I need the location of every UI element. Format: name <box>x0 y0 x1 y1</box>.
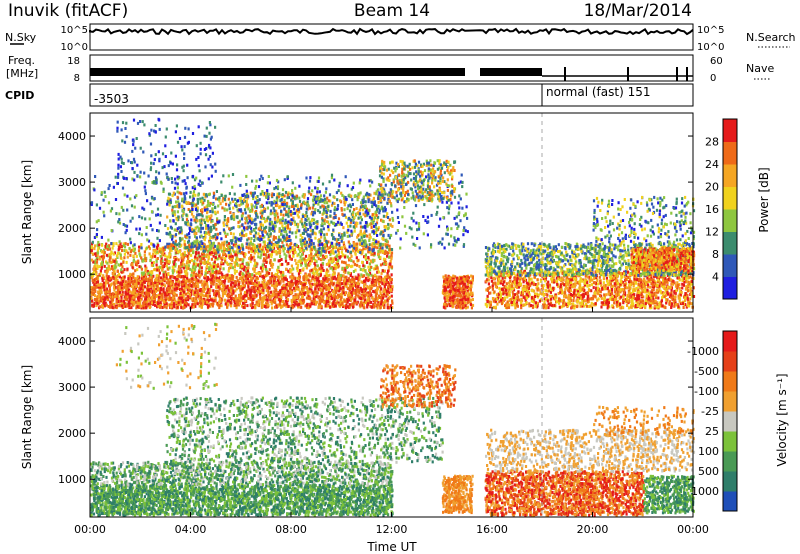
power-colorbar-label: Power [dB] <box>757 167 771 232</box>
colorbar-swatch <box>723 431 737 452</box>
colorbar-swatch <box>723 391 737 412</box>
x-tick-label: 08:00 <box>275 523 307 536</box>
nsky-tick-bottom: 10^0 <box>61 42 88 53</box>
colorbar-tick-label: 20 <box>705 181 719 194</box>
colorbar-swatch <box>723 351 737 372</box>
y-tick-label: 1000 <box>58 473 86 486</box>
colorbar-tick-label: -25 <box>701 405 719 418</box>
velocity-y-axis: 1000 2000 3000 4000 <box>58 335 693 486</box>
velocity-colorbar: 1000 500 100 25 -25 -100 -500 -1000 <box>687 330 738 512</box>
velocity-ylabel: Slant Range [km] <box>20 365 34 469</box>
colorbar-tick-label: 100 <box>698 445 719 458</box>
freq-tick-top: 18 <box>67 56 80 67</box>
colorbar-tick-label: 28 <box>705 136 719 149</box>
y-tick-label: 3000 <box>58 381 86 394</box>
velocity-scatter <box>90 318 696 517</box>
nave-label: Nave <box>746 62 774 75</box>
nsky-tick-top: 10^5 <box>61 25 88 36</box>
y-tick-label: 3000 <box>58 176 86 189</box>
colorbar-swatch <box>723 276 737 300</box>
nsearch-tick-top: 10^5 <box>697 25 724 36</box>
x-tick-label: 16:00 <box>476 523 508 536</box>
cpid-strip-frame <box>89 83 694 107</box>
colorbar-swatch <box>723 231 737 255</box>
colorbar-swatch <box>723 371 737 392</box>
colorbar-tick-label: -100 <box>694 385 719 398</box>
power-ylabel: Slant Range [km] <box>20 160 34 264</box>
power-scatter <box>90 113 696 312</box>
colorbar-tick-label: 24 <box>705 158 719 171</box>
station-title: Inuvik (fitACF) <box>8 1 128 21</box>
colorbar-swatch <box>723 164 737 187</box>
nsky-trace <box>89 27 694 36</box>
power-colorbar: 4 8 12 16 20 24 28 <box>705 118 738 300</box>
velocity-colorbar-label: Velocity [m s⁻¹] <box>775 373 789 466</box>
freq-trace <box>90 67 693 81</box>
cpid-value-2: normal (fast) 151 <box>546 85 650 99</box>
y-tick-label: 2000 <box>58 427 86 440</box>
colorbar-tick-label: 12 <box>705 226 719 239</box>
colorbar-tick-label: 500 <box>698 465 719 478</box>
colorbar-swatch <box>723 471 737 492</box>
nave-tick-bottom: 0 <box>710 73 716 84</box>
colorbar-swatch <box>723 254 737 277</box>
colorbar-tick-label: -1000 <box>687 345 719 358</box>
y-tick-label: 1000 <box>58 268 86 281</box>
nsearch-tick-bottom: 10^0 <box>697 42 724 53</box>
freq-tick-bottom: 8 <box>74 73 80 84</box>
colorbar-tick-label: 8 <box>712 248 719 261</box>
x-tick-label: 04:00 <box>175 523 207 536</box>
colorbar-tick-label: 1000 <box>691 485 719 498</box>
colorbar-swatch <box>723 411 737 432</box>
nsearch-label: N.Search <box>746 31 796 44</box>
date-title: 18/Mar/2014 <box>584 1 692 21</box>
time-x-axis: 00:00 04:00 08:00 12:00 16:00 20:00 00:00 <box>74 307 709 536</box>
x-tick-label: 20:00 <box>577 523 609 536</box>
cpid-value-1: -3503 <box>94 92 129 106</box>
nsky-strip-frame <box>89 23 694 51</box>
cpid-label: CPID <box>5 89 34 102</box>
x-tick-label: 12:00 <box>376 523 408 536</box>
y-tick-label: 4000 <box>58 130 86 143</box>
time-xlabel: Time UT <box>366 540 417 554</box>
colorbar-swatch <box>723 451 737 472</box>
power-y-axis: 1000 2000 3000 4000 <box>58 130 693 281</box>
nave-tick-top: 60 <box>710 56 723 67</box>
nsky-label: N.Sky <box>5 31 37 44</box>
colorbar-swatch <box>723 119 737 142</box>
colorbar-tick-label: -500 <box>694 365 719 378</box>
x-tick-label: 00:00 <box>74 523 106 536</box>
y-tick-label: 4000 <box>58 335 86 348</box>
colorbar-tick-label: 16 <box>705 203 719 216</box>
y-tick-label: 2000 <box>58 222 86 235</box>
colorbar-swatch <box>723 141 737 165</box>
colorbar-swatch <box>723 491 737 512</box>
colorbar-tick-label: 4 <box>712 271 719 284</box>
freq-unit-label: [MHz] <box>6 67 38 80</box>
colorbar-tick-label: 25 <box>705 425 719 438</box>
colorbar-swatch <box>723 186 737 210</box>
x-tick-label: 00:00 <box>677 523 709 536</box>
colorbar-swatch <box>723 209 737 232</box>
beam-title: Beam 14 <box>354 1 430 21</box>
colorbar-swatch <box>723 331 737 352</box>
freq-label: Freq. <box>8 54 35 67</box>
